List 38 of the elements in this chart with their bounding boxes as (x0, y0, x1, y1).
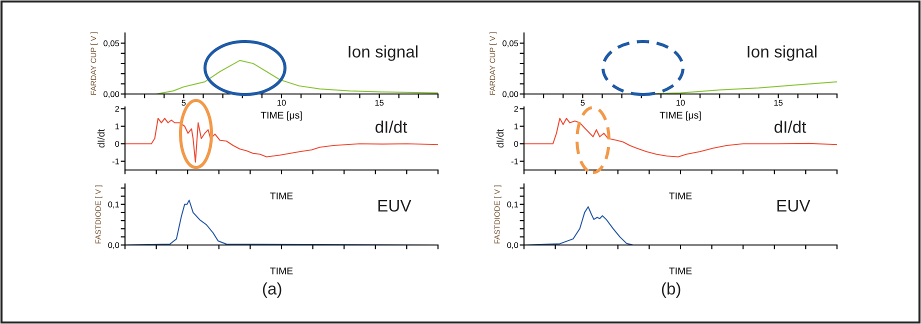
y-tick-label: 1 (514, 124, 518, 130)
y-tick-label: 0,0 (507, 242, 518, 250)
y-tick-label: 0,00 (104, 91, 120, 98)
y-tick-label: 1 (115, 124, 120, 130)
x-axis-title: TIME [μs] (260, 111, 302, 121)
y-tick-label: -1 (112, 158, 120, 164)
x-axis-title: TIME (669, 192, 692, 200)
annotation: dI/dt (774, 120, 806, 133)
y-tick-label: 0,05 (104, 40, 120, 48)
x-tick-label: 5 (182, 100, 186, 106)
annotation: EUV (378, 200, 412, 212)
y-tick-label: 0 (115, 140, 120, 147)
annotation: dI/dt (376, 120, 408, 133)
x-tick-label: 10 (278, 100, 286, 106)
y-tick-label: 0 (514, 140, 518, 147)
y-tick-label: 2 (115, 106, 120, 112)
annotation: Ion signal (348, 45, 418, 61)
y-tick-label: 0,1 (108, 202, 120, 208)
x-tick-label: 15 (774, 100, 783, 106)
annotation: Ion signal (748, 45, 816, 61)
y-tick-label: -1 (511, 158, 518, 164)
x-tick-label: 10 (676, 100, 685, 106)
y-tick-label: 0,05 (502, 40, 518, 48)
y-axis-title: dI/dt (496, 129, 504, 148)
y-tick-label: 0,1 (507, 202, 518, 208)
x-axis-title: TIME (270, 268, 293, 274)
annotation: EUV (777, 200, 810, 212)
x-tick-label: 5 (580, 100, 585, 106)
x-tick-label: 15 (375, 100, 384, 106)
y-axis-title: dI/dt (97, 129, 105, 148)
y-tick-label: 2 (514, 106, 518, 112)
y-tick-label: 0,00 (502, 91, 518, 98)
y-tick-label: 0,0 (108, 242, 120, 250)
x-axis-title: TIME (669, 268, 692, 274)
text: (a) (262, 282, 282, 298)
text: (b) (662, 282, 680, 298)
x-axis-title: TIME [μs] (660, 111, 701, 121)
x-axis-title: TIME (270, 192, 293, 200)
